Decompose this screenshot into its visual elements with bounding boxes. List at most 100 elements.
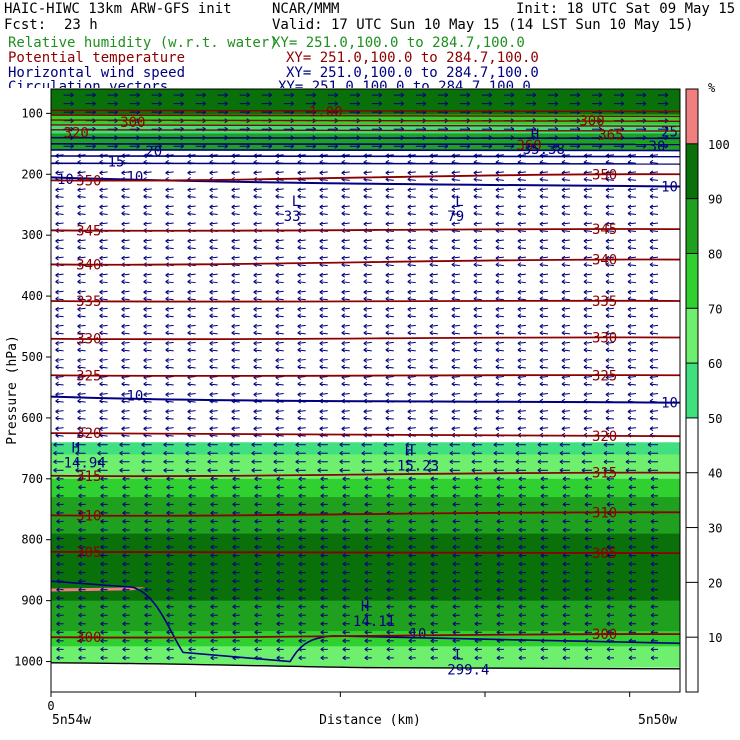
wind-vector bbox=[495, 188, 504, 191]
wind-vector-head bbox=[628, 655, 633, 661]
wind-vector bbox=[187, 332, 196, 335]
wind-vector bbox=[561, 212, 570, 215]
wind-vector-head bbox=[158, 101, 162, 107]
wind-vector-head bbox=[341, 381, 346, 387]
wind-vector-head bbox=[100, 629, 104, 635]
wind-vector-head bbox=[473, 381, 478, 387]
wind-vector-head bbox=[517, 347, 522, 353]
wind-vector-head bbox=[253, 296, 257, 302]
wind-vector-head bbox=[386, 536, 391, 541]
wind-vector-head bbox=[603, 442, 608, 448]
wind-vector-head bbox=[53, 459, 57, 465]
wind-vector-head bbox=[627, 221, 632, 227]
wind-vector bbox=[231, 205, 240, 208]
wind-vector bbox=[55, 341, 64, 344]
wind-vector bbox=[297, 332, 306, 335]
wind-vector-head bbox=[561, 245, 566, 250]
wind-vector-head bbox=[297, 426, 302, 432]
wind-vector bbox=[517, 417, 526, 420]
wind-vector-head bbox=[583, 306, 588, 312]
wind-vector bbox=[561, 315, 570, 318]
wind-vector-head bbox=[385, 187, 390, 193]
wind-vector-head bbox=[121, 194, 125, 199]
theta-contour-300 bbox=[50, 633, 681, 639]
wind-vector-head bbox=[385, 340, 390, 346]
wind-vector-head bbox=[158, 92, 162, 98]
wind-vector-head bbox=[187, 306, 191, 312]
wind-vector-head bbox=[70, 92, 74, 98]
wind-vector bbox=[627, 273, 637, 276]
y-axis-title: Pressure (hPa) bbox=[5, 335, 20, 445]
wind-vector-head bbox=[429, 323, 434, 329]
wind-vector bbox=[495, 290, 504, 293]
wind-vector-head bbox=[451, 409, 456, 415]
theta-contour-305 bbox=[50, 551, 681, 555]
wind-vector-head bbox=[429, 347, 434, 353]
wind-vector-head bbox=[605, 347, 610, 353]
wind-vector-head bbox=[78, 553, 82, 558]
wind-vector-head bbox=[141, 467, 145, 473]
theta-label-left: 350 bbox=[76, 173, 101, 189]
wind-vector bbox=[649, 212, 659, 215]
wind-vector bbox=[517, 290, 526, 293]
wind-vector-head bbox=[210, 519, 214, 524]
wind-vector-head bbox=[451, 279, 456, 285]
wind-vector bbox=[627, 315, 637, 318]
wind-vector-head bbox=[99, 323, 103, 329]
wind-vector bbox=[649, 171, 659, 174]
wind-vector-head bbox=[232, 493, 236, 499]
wind-vector-head bbox=[496, 553, 501, 558]
wind-vector-head bbox=[254, 570, 258, 576]
wind-vector bbox=[385, 417, 394, 420]
wind-vector bbox=[583, 366, 593, 369]
wind-vector-head bbox=[319, 306, 324, 312]
wind-vector-head bbox=[429, 255, 434, 261]
wind-vector-head bbox=[254, 501, 258, 507]
wind-vector-head bbox=[407, 381, 412, 387]
wind-vector bbox=[451, 417, 460, 420]
wind-vector-head bbox=[407, 358, 412, 363]
wind-vector-head bbox=[56, 484, 60, 490]
wind-vector-head bbox=[187, 170, 191, 176]
wind-vector-head bbox=[364, 501, 369, 507]
wind-vector bbox=[99, 375, 108, 378]
wind-vector-head bbox=[473, 306, 478, 312]
wind-vector-head bbox=[122, 604, 126, 610]
wind-vector-head bbox=[187, 313, 191, 319]
wind-vector-head bbox=[122, 476, 126, 482]
wind-vector-head bbox=[275, 238, 280, 244]
wind-vector-head bbox=[188, 638, 192, 644]
wind-label-30: 30 bbox=[649, 139, 666, 155]
wind-vector bbox=[121, 239, 130, 242]
wind-vector-head bbox=[319, 238, 324, 244]
wind-vector bbox=[495, 195, 504, 198]
forecast-label: Fcst: bbox=[4, 17, 47, 33]
wind-vector bbox=[253, 281, 262, 284]
wind-vector-head bbox=[298, 604, 303, 610]
wind-vector bbox=[649, 154, 659, 157]
wind-vector-head bbox=[209, 279, 213, 285]
wind-vector bbox=[143, 171, 152, 174]
wind-vector-head bbox=[166, 493, 170, 499]
wind-vector-head bbox=[451, 221, 456, 227]
wind-vector-head bbox=[363, 255, 368, 261]
wind-vector bbox=[99, 273, 108, 276]
wind-vector bbox=[143, 383, 152, 386]
colorbar-label: 30 bbox=[708, 522, 722, 536]
wind-vector-head bbox=[143, 204, 147, 210]
wind-vector bbox=[253, 222, 262, 225]
wind-vector-head bbox=[517, 358, 522, 363]
wind-vector bbox=[605, 290, 615, 293]
wind-vector-head bbox=[55, 255, 59, 261]
wind-vector bbox=[165, 222, 174, 225]
wind-vector-head bbox=[100, 604, 104, 610]
wind-vector-head bbox=[449, 459, 454, 465]
wind-vector-head bbox=[231, 187, 235, 193]
wind-vector-head bbox=[121, 238, 125, 244]
wind-vector-head bbox=[276, 501, 281, 507]
theta-label-upper: 365 bbox=[598, 128, 623, 144]
wind-vector bbox=[539, 417, 548, 420]
wind-vector-head bbox=[452, 612, 457, 618]
wind-vector-head bbox=[540, 536, 545, 541]
wind-vector bbox=[187, 434, 196, 437]
